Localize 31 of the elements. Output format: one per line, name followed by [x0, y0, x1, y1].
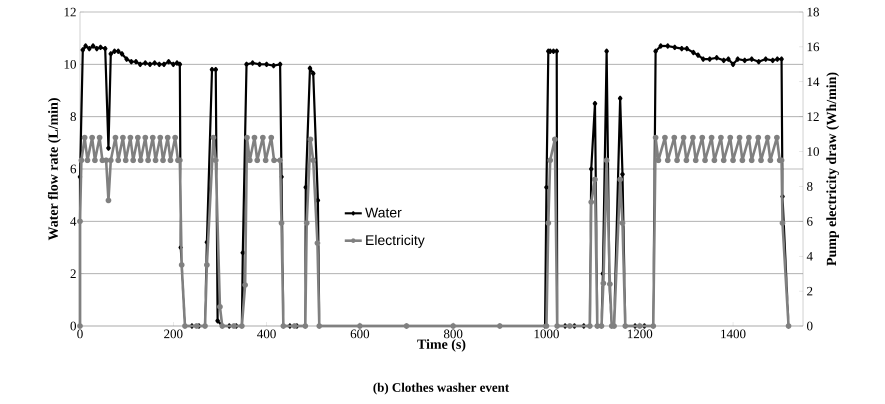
y2-tick-label: 18 — [808, 8, 819, 16]
y2-tick-label: 16 — [808, 42, 820, 52]
y-tick-label: 4 — [70, 217, 76, 226]
x-tick-label: 1200 — [628, 330, 652, 338]
x-tick-label: 600 — [350, 330, 370, 338]
x-tick-label: 0 — [77, 330, 83, 338]
y-tick-label: 12 — [64, 8, 76, 16]
x-axis-title: Time (s) — [417, 339, 466, 352]
y2-tick-label: 6 — [807, 216, 813, 226]
x-tick-label: 1400 — [721, 330, 746, 338]
y-axis-title: Water flow rate (L/min) — [48, 98, 61, 240]
y2-tick-label: 2 — [807, 286, 812, 296]
y2-axis-title: Pump electricity draw (Wh/min) — [826, 72, 840, 266]
x-tick-label: 400 — [257, 330, 276, 338]
y2-tick-label: 4 — [806, 252, 813, 260]
legend-label: Electricity — [366, 234, 425, 248]
y-tick-label: 6 — [70, 164, 76, 174]
y2-tick-label: 8 — [807, 182, 813, 191]
y-tick-label: 8 — [70, 112, 76, 122]
y2-tick-label: 10 — [808, 147, 819, 156]
x-tick-label: 800 — [444, 330, 462, 338]
legend-label: Water — [365, 208, 402, 218]
y-tick-label: 0 — [70, 322, 76, 330]
y-tick-label: 10 — [64, 60, 76, 69]
y2-tick-label: 0 — [807, 322, 813, 330]
text: (b) Clothes washer event — [373, 382, 510, 394]
x-tick-label: 200 — [164, 330, 183, 338]
x-tick-label: 1000 — [534, 330, 559, 338]
y2-tick-label: 12 — [808, 112, 819, 121]
y2-tick-label: 14 — [808, 78, 820, 86]
y-tick-label: 2 — [70, 269, 76, 278]
